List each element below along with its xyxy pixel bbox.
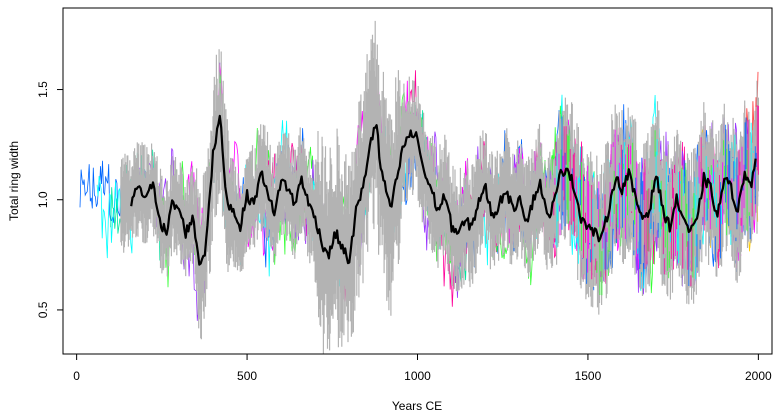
x-axis-label: Years CE bbox=[392, 399, 442, 413]
individual-series-overlay bbox=[554, 129, 755, 277]
x-axis: 0 500 1000 1500 2000 bbox=[73, 354, 772, 383]
y-axis: 0.5 1.0 1.5 bbox=[36, 81, 63, 318]
envelope-range bbox=[120, 20, 759, 354]
x-tick-label: 1500 bbox=[575, 369, 602, 383]
x-tick-label: 1000 bbox=[404, 369, 431, 383]
individual-series-line bbox=[79, 160, 128, 223]
y-tick-label: 0.5 bbox=[36, 301, 50, 318]
x-tick-label: 0 bbox=[73, 369, 80, 383]
y-axis-label: Total ring width bbox=[7, 141, 21, 221]
x-tick-label: 2000 bbox=[745, 369, 772, 383]
x-tick-label: 500 bbox=[237, 369, 257, 383]
mean-chronology-layer bbox=[130, 114, 757, 266]
envelope-layer bbox=[120, 20, 759, 354]
mean-chronology-line bbox=[130, 114, 757, 266]
y-tick-label: 1.0 bbox=[36, 191, 50, 208]
y-tick-label: 1.5 bbox=[36, 81, 50, 98]
